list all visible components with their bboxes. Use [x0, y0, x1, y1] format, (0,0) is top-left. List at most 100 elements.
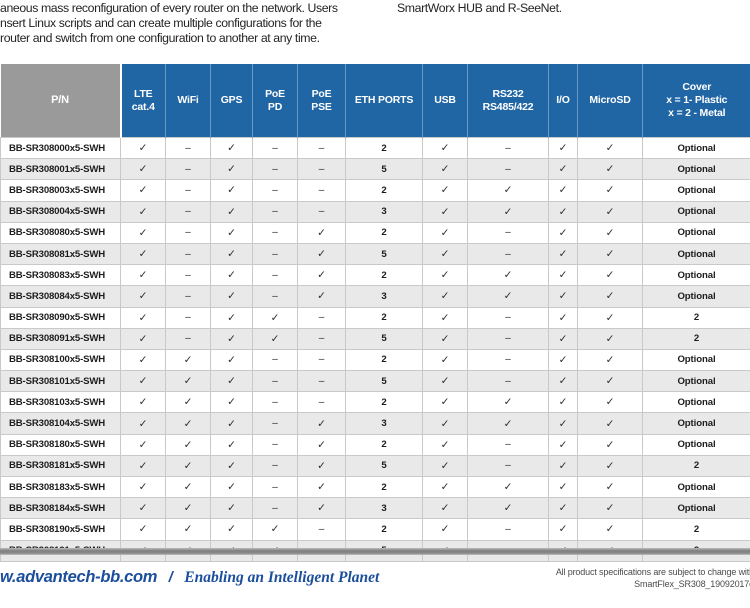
check-icon: ✓ [605, 396, 615, 409]
column-header-rs232-rs485: RS232 RS485/422 [467, 64, 549, 138]
feature-cell: 2 [642, 327, 750, 350]
feature-cell: – [467, 433, 549, 456]
check-icon: ✓ [558, 353, 568, 366]
check-icon: ✓ [227, 269, 236, 282]
pn-cell: BB-SR308091x5-SWH [0, 327, 121, 350]
feature-cell: – [467, 306, 549, 329]
check-icon: ✓ [558, 481, 568, 494]
column-header-poe-pse: PoE PSE [297, 64, 346, 138]
feature-cell: 2 [642, 454, 750, 478]
feature-cell: 2 [345, 518, 423, 541]
feature-cell: ✓ [120, 391, 166, 414]
value-text: Optional [677, 142, 716, 154]
feature-cell: ✓ [548, 348, 578, 372]
check-icon: ✓ [503, 417, 513, 430]
feature-cell: – [467, 242, 549, 266]
check-icon: ✓ [440, 438, 450, 451]
check-icon: ✓ [227, 396, 236, 409]
feature-cell: ✓ [467, 475, 549, 499]
check-icon: ✓ [440, 226, 450, 239]
feature-cell: ✓ [120, 136, 166, 160]
feature-cell: ✓ [577, 200, 643, 223]
pn-cell: BB-SR308181x5-SWH [0, 454, 121, 478]
feature-cell: – [467, 158, 549, 181]
check-icon: ✓ [138, 269, 148, 282]
check-icon: ✓ [138, 290, 148, 303]
check-icon: ✓ [317, 438, 326, 451]
check-icon: ✓ [605, 481, 615, 494]
feature-cell: ✓ [297, 242, 346, 266]
feature-cell: ✓ [120, 348, 166, 372]
table-row: BB-SR308101x5-SWH ✓ ✓ ✓ – – 5 ✓ – ✓ ✓ Optional [0, 370, 750, 393]
check-icon: ✓ [558, 248, 568, 261]
table-row: BB-SR308100x5-SWH ✓ ✓ ✓ – – 2 ✓ – ✓ ✓ Optional [0, 348, 750, 372]
feature-cell: ✓ [577, 158, 643, 181]
footer-slogan: Enabling an Intelligent Planet [184, 569, 380, 586]
value-text: 5 [381, 460, 387, 472]
feature-cell: ✓ [422, 200, 468, 223]
feature-cell: ✓ [422, 264, 468, 287]
pn-cell: BB-SR308190x5-SWH [0, 518, 121, 541]
check-icon: ✓ [227, 290, 236, 303]
dash-icon: – [272, 142, 278, 154]
feature-cell: ✓ [422, 454, 468, 478]
dash-icon: – [318, 184, 325, 196]
feature-cell: Optional [642, 285, 750, 308]
feature-cell: – [297, 518, 346, 541]
website-link[interactable]: w.advantech-bb.com [0, 568, 158, 586]
check-icon: ✓ [440, 417, 450, 430]
value-text: Optional [677, 502, 716, 514]
feature-cell: ✓ [252, 518, 298, 541]
check-icon: ✓ [440, 459, 450, 472]
feature-cell: – [297, 136, 346, 160]
dash-icon: – [505, 523, 511, 535]
check-icon: ✓ [605, 142, 615, 155]
value-text: 3 [381, 502, 387, 514]
feature-cell: – [252, 370, 298, 393]
feature-cell: ✓ [548, 158, 578, 181]
feature-cell: – [252, 412, 298, 435]
feature-cell: ✓ [165, 475, 211, 499]
feature-cell: ✓ [165, 433, 211, 456]
dash-icon: – [505, 227, 511, 239]
feature-cell: – [467, 370, 549, 393]
table-row: BB-SR308084x5-SWH ✓ – ✓ – ✓ 3 ✓ ✓ ✓ ✓ Optional [0, 285, 750, 308]
value-text: 5 [381, 248, 387, 260]
check-icon: ✓ [227, 248, 236, 261]
check-icon: ✓ [138, 396, 148, 409]
feature-cell: – [252, 158, 298, 181]
feature-cell: ✓ [120, 412, 166, 435]
check-icon: ✓ [227, 502, 236, 515]
check-icon: ✓ [227, 163, 236, 176]
check-icon: ✓ [227, 226, 236, 239]
check-icon: ✓ [605, 290, 615, 303]
feature-cell: – [252, 391, 298, 414]
check-icon: ✓ [440, 523, 450, 536]
column-header-cover: Cover x = 1- Plastic x = 2 - Metal [642, 64, 750, 138]
feature-cell: – [252, 242, 298, 266]
dash-icon: – [185, 290, 191, 302]
dash-icon: – [505, 375, 511, 387]
check-icon: ✓ [317, 481, 326, 494]
feature-cell: – [252, 433, 298, 456]
column-header-pn: P/N [0, 64, 122, 138]
feature-cell: – [467, 221, 549, 244]
value-text: Optional [677, 439, 716, 451]
check-icon: ✓ [440, 396, 450, 409]
column-header-usb: USB [422, 64, 468, 138]
feature-cell: ✓ [422, 285, 468, 308]
dash-icon: – [318, 142, 325, 154]
feature-cell: 2 [345, 475, 423, 499]
check-icon: ✓ [558, 205, 568, 218]
check-icon: ✓ [138, 205, 148, 218]
feature-cell: – [165, 306, 211, 329]
value-text: Optional [677, 184, 716, 196]
check-icon: ✓ [227, 205, 236, 218]
feature-cell: ✓ [577, 391, 643, 414]
feature-cell: ✓ [422, 348, 468, 372]
feature-cell: ✓ [548, 497, 578, 520]
feature-cell: ✓ [577, 370, 643, 393]
check-icon: ✓ [558, 332, 568, 345]
check-icon: ✓ [138, 438, 148, 451]
table-row: BB-SR308003x5-SWH ✓ – ✓ – – 2 ✓ ✓ ✓ ✓ Optional [0, 179, 750, 202]
